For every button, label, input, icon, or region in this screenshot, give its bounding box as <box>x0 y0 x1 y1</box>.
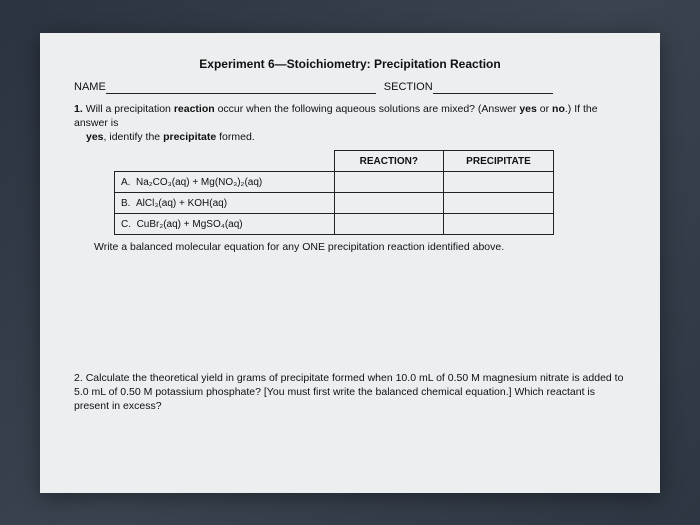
cell-reaction-a <box>334 172 443 193</box>
table-row: B. AlCl₃(aq) + KOH(aq) <box>115 193 554 214</box>
cell-precip-c <box>444 214 554 235</box>
worksheet-page: Experiment 6—Stoichiometry: Precipitatio… <box>40 33 660 493</box>
name-blank <box>106 81 376 94</box>
question-1: 1. Will a precipitation reaction occur w… <box>74 102 626 145</box>
cell-reaction-c <box>334 214 443 235</box>
table-blank-header <box>115 151 335 172</box>
reaction-table: REACTION? PRECIPITATE A. Na₂CO₃(aq) + Mg… <box>114 150 554 235</box>
work-space <box>74 253 626 371</box>
section-label: SECTION <box>384 81 433 94</box>
question-2: 2. Calculate the theoretical yield in gr… <box>74 371 626 414</box>
q1-number: 1. <box>74 103 83 115</box>
cell-reaction-b <box>334 193 443 214</box>
cell-precip-a <box>444 172 554 193</box>
q2-number: 2. <box>74 372 83 384</box>
name-label: NAME <box>74 81 106 94</box>
name-section-line: NAME SECTION <box>74 81 626 94</box>
col-reaction: REACTION? <box>334 151 443 172</box>
table-row: C. CuBr₂(aq) + MgSO₄(aq) <box>115 214 554 235</box>
section-blank <box>433 81 553 94</box>
table-row: A. Na₂CO₃(aq) + Mg(NO₃)₂(aq) <box>115 172 554 193</box>
experiment-title: Experiment 6—Stoichiometry: Precipitatio… <box>74 57 626 71</box>
cell-precip-b <box>444 193 554 214</box>
col-precipitate: PRECIPITATE <box>444 151 554 172</box>
write-equation-prompt: Write a balanced molecular equation for … <box>94 241 626 253</box>
